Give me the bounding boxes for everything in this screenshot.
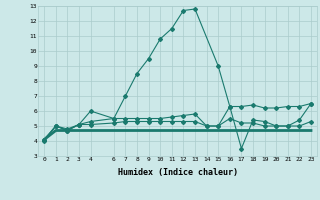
X-axis label: Humidex (Indice chaleur): Humidex (Indice chaleur) (118, 168, 238, 177)
